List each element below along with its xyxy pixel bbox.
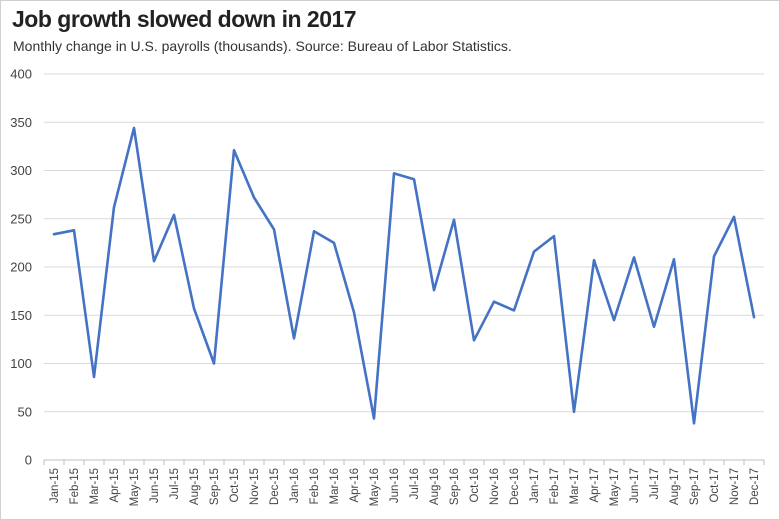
y-tick-label: 50 <box>18 404 32 419</box>
y-tick-label: 100 <box>10 356 32 371</box>
x-tick-label: Jul-16 <box>409 468 421 499</box>
chart-subtitle: Monthly change in U.S. payrolls (thousan… <box>13 38 512 54</box>
y-tick-label: 200 <box>10 260 32 275</box>
x-tick-label: Oct-17 <box>709 468 721 503</box>
x-axis: Jan-15 Feb-15 Mar-15 Apr-15 May-15 Jun-15 Jul-… <box>43 459 765 506</box>
chart-title: Job growth slowed down in 2017 <box>12 6 357 32</box>
x-tick-label: Nov-17 <box>729 468 741 505</box>
x-tick-label: Nov-16 <box>489 468 501 505</box>
x-tick-label: Mar-15 <box>89 468 101 504</box>
x-tick-label: Dec-16 <box>509 468 521 505</box>
x-tick-label: Feb-17 <box>549 468 561 504</box>
x-tick-label: Jun-16 <box>389 468 401 503</box>
series-line <box>52 126 756 425</box>
x-tick-label: Mar-16 <box>329 468 341 504</box>
x-tick-label: May-15 <box>129 468 141 506</box>
x-tick-label: Aug-17 <box>669 468 681 505</box>
x-tick-label: Sep-16 <box>449 468 461 505</box>
x-tick-label: Oct-16 <box>469 468 481 503</box>
x-tick-label: May-16 <box>369 468 381 506</box>
y-tick-label: 350 <box>10 115 32 130</box>
y-axis: 0 50 100 150 200 250 300 350 400 <box>10 67 32 468</box>
x-tick-label: Jun-15 <box>149 468 161 503</box>
x-tick-label: Jan-17 <box>529 468 541 503</box>
x-tick-label: Aug-15 <box>189 468 201 505</box>
x-tick-label: Sep-15 <box>209 468 221 505</box>
x-tick-label: Mar-17 <box>569 468 581 504</box>
x-tick-label: Apr-16 <box>349 468 361 503</box>
y-tick-label: 300 <box>10 163 32 178</box>
x-tick-label: Apr-15 <box>109 468 121 503</box>
x-tick-label: Nov-15 <box>249 468 261 505</box>
x-tick-label: Jan-16 <box>289 468 301 503</box>
x-tick-label: Oct-15 <box>229 468 241 503</box>
y-tick-label: 0 <box>25 453 32 468</box>
x-tick-label: Jul-15 <box>169 468 181 499</box>
x-tick-label: Aug-16 <box>429 468 441 505</box>
x-tick-label: Apr-17 <box>589 468 601 503</box>
x-tick-label: Feb-16 <box>309 468 321 504</box>
x-tick-label: May-17 <box>609 468 621 506</box>
x-tick-label: Jun-17 <box>629 468 641 503</box>
x-tick-label: Jul-17 <box>649 468 661 499</box>
x-tick-label: Feb-15 <box>69 468 81 504</box>
gridlines <box>44 73 764 413</box>
y-tick-label: 250 <box>10 211 32 226</box>
y-tick-label: 400 <box>10 67 32 82</box>
x-tick-label: Dec-15 <box>269 468 281 505</box>
y-tick-label: 150 <box>10 308 32 323</box>
payroll-series <box>52 126 756 425</box>
x-tick-label: Jan-15 <box>49 468 61 503</box>
x-tick-label: Dec-17 <box>749 468 761 505</box>
x-tick-label: Sep-17 <box>689 468 701 505</box>
